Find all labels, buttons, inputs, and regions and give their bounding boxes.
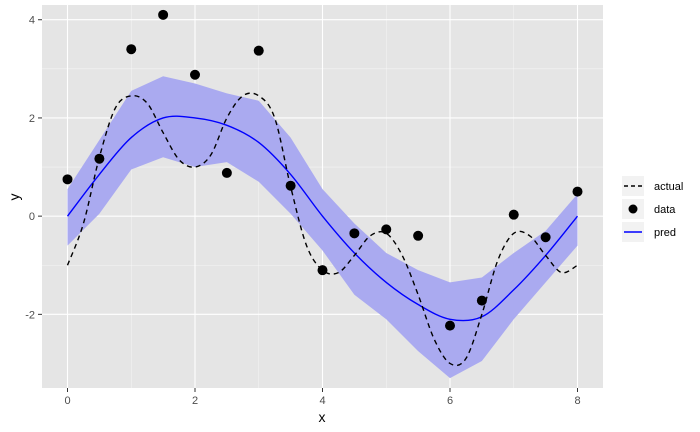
data-point <box>62 174 73 185</box>
legend-label-pred: pred <box>654 227 676 239</box>
data-point <box>445 320 455 331</box>
data-point <box>540 232 551 243</box>
data-point <box>381 224 392 235</box>
ribbon-layer <box>67 76 578 379</box>
x-tick-label: 0 <box>64 395 70 407</box>
data-point <box>349 228 360 239</box>
pred-line <box>66 115 579 322</box>
x-axis: 0 2 4 6 8 <box>64 388 581 407</box>
data-point <box>126 44 137 55</box>
data-point <box>94 153 105 164</box>
x-tick-label: 4 <box>319 395 325 407</box>
legend-label-data: data <box>654 204 676 216</box>
data-point <box>221 167 232 178</box>
legend-label-actual: actual <box>654 181 683 193</box>
y-tick-label: 4 <box>29 15 35 27</box>
x-tick-label: 6 <box>447 395 453 407</box>
actual-line <box>66 92 578 367</box>
data-point <box>317 265 328 276</box>
pred-layer <box>66 115 579 322</box>
data-point <box>253 45 264 56</box>
x-tick-label: 8 <box>574 395 580 407</box>
y-tick-label: -2 <box>25 309 35 321</box>
legend: actual data pred <box>620 173 683 245</box>
points-layer <box>62 9 583 331</box>
legend-symbol-data <box>628 204 638 214</box>
x-tick-label: 2 <box>192 395 198 407</box>
data-point <box>190 69 200 80</box>
y-axis: -2 0 2 4 <box>25 15 42 321</box>
y-tick-label: 2 <box>29 113 35 125</box>
y-tick-label: 0 <box>29 211 35 223</box>
data-point <box>158 9 169 20</box>
prediction-ribbon <box>67 76 578 379</box>
actual-layer <box>66 92 578 367</box>
y-axis-title: y <box>6 194 22 201</box>
data-point <box>476 295 487 306</box>
data-point <box>572 186 583 197</box>
x-axis-title: x <box>319 409 326 425</box>
data-point <box>508 209 519 220</box>
data-point <box>413 230 424 241</box>
data-point <box>285 180 296 191</box>
